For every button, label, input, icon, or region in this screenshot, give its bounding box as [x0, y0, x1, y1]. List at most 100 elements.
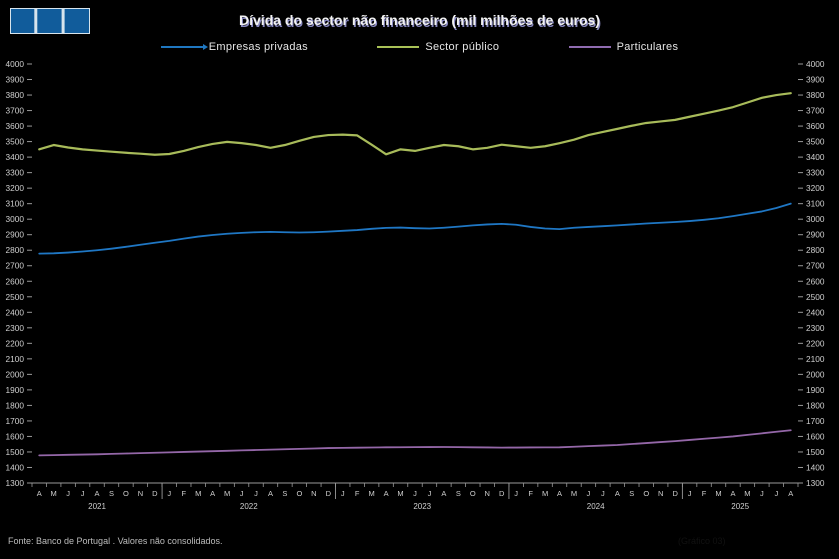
svg-text:S: S	[456, 489, 461, 498]
svg-text:A: A	[268, 489, 273, 498]
svg-text:O: O	[296, 489, 302, 498]
svg-text:J: J	[254, 489, 258, 498]
svg-text:1400: 1400	[6, 462, 25, 472]
svg-text:S: S	[109, 489, 114, 498]
svg-text:J: J	[428, 489, 432, 498]
svg-text:3400: 3400	[806, 152, 825, 162]
svg-text:D: D	[152, 489, 158, 498]
svg-text:3500: 3500	[6, 137, 25, 147]
svg-text:2900: 2900	[806, 230, 825, 240]
svg-text:2700: 2700	[806, 261, 825, 271]
svg-text:3500: 3500	[806, 137, 825, 147]
svg-text:1300: 1300	[806, 478, 825, 488]
svg-text:D: D	[326, 489, 332, 498]
svg-text:2025: 2025	[731, 502, 749, 511]
svg-text:M: M	[397, 489, 403, 498]
svg-text:4000: 4000	[6, 59, 25, 69]
svg-text:2024: 2024	[587, 502, 605, 511]
svg-text:2200: 2200	[806, 338, 825, 348]
svg-text:2600: 2600	[6, 276, 25, 286]
svg-text:2000: 2000	[806, 369, 825, 379]
svg-text:A: A	[788, 489, 793, 498]
svg-text:M: M	[571, 489, 577, 498]
svg-text:J: J	[240, 489, 244, 498]
svg-text:2021: 2021	[88, 502, 106, 511]
svg-text:3900: 3900	[6, 75, 25, 85]
svg-text:S: S	[629, 489, 634, 498]
svg-text:F: F	[355, 489, 360, 498]
svg-text:2700: 2700	[6, 261, 25, 271]
svg-text:1900: 1900	[806, 385, 825, 395]
svg-text:A: A	[615, 489, 620, 498]
svg-text:J: J	[514, 489, 518, 498]
svg-text:1400: 1400	[806, 462, 825, 472]
svg-text:3700: 3700	[6, 106, 25, 116]
svg-text:2023: 2023	[413, 502, 431, 511]
svg-text:2100: 2100	[806, 354, 825, 364]
svg-text:J: J	[601, 489, 605, 498]
svg-text:O: O	[470, 489, 476, 498]
svg-text:2022: 2022	[240, 502, 258, 511]
svg-text:N: N	[485, 489, 490, 498]
svg-text:M: M	[744, 489, 750, 498]
svg-text:J: J	[167, 489, 171, 498]
svg-text:1800: 1800	[6, 400, 25, 410]
svg-text:1700: 1700	[806, 416, 825, 426]
svg-text:1500: 1500	[806, 447, 825, 457]
svg-text:2400: 2400	[6, 307, 25, 317]
svg-text:3600: 3600	[806, 121, 825, 131]
svg-text:3000: 3000	[6, 214, 25, 224]
svg-text:2300: 2300	[806, 323, 825, 333]
svg-text:A: A	[557, 489, 562, 498]
svg-text:1500: 1500	[6, 447, 25, 457]
svg-text:D: D	[499, 489, 505, 498]
svg-text:J: J	[413, 489, 417, 498]
svg-text:2800: 2800	[6, 245, 25, 255]
svg-text:J: J	[66, 489, 70, 498]
svg-text:1900: 1900	[6, 385, 25, 395]
svg-text:3000: 3000	[806, 214, 825, 224]
svg-text:J: J	[760, 489, 764, 498]
svg-text:3600: 3600	[6, 121, 25, 131]
svg-text:3700: 3700	[806, 106, 825, 116]
svg-text:3800: 3800	[806, 90, 825, 100]
svg-text:1800: 1800	[806, 400, 825, 410]
svg-text:2200: 2200	[6, 338, 25, 348]
svg-text:3400: 3400	[6, 152, 25, 162]
svg-text:M: M	[195, 489, 201, 498]
svg-text:3300: 3300	[6, 168, 25, 178]
svg-text:J: J	[81, 489, 85, 498]
svg-text:1600: 1600	[806, 431, 825, 441]
svg-text:1600: 1600	[6, 431, 25, 441]
svg-text:M: M	[51, 489, 57, 498]
svg-text:N: N	[138, 489, 143, 498]
svg-text:2600: 2600	[806, 276, 825, 286]
svg-text:J: J	[587, 489, 591, 498]
svg-text:J: J	[688, 489, 692, 498]
svg-text:2900: 2900	[6, 230, 25, 240]
svg-text:2500: 2500	[806, 292, 825, 302]
svg-text:3200: 3200	[6, 183, 25, 193]
svg-text:M: M	[369, 489, 375, 498]
svg-text:J: J	[341, 489, 345, 498]
svg-text:3100: 3100	[6, 199, 25, 209]
svg-text:M: M	[715, 489, 721, 498]
svg-text:N: N	[311, 489, 316, 498]
svg-text:S: S	[282, 489, 287, 498]
svg-text:A: A	[37, 489, 42, 498]
svg-text:2800: 2800	[806, 245, 825, 255]
svg-text:F: F	[702, 489, 707, 498]
svg-text:D: D	[672, 489, 678, 498]
svg-text:A: A	[95, 489, 100, 498]
svg-text:A: A	[730, 489, 735, 498]
svg-text:F: F	[528, 489, 533, 498]
svg-text:2400: 2400	[806, 307, 825, 317]
svg-text:2000: 2000	[6, 369, 25, 379]
svg-text:A: A	[441, 489, 446, 498]
svg-text:O: O	[123, 489, 129, 498]
svg-text:2300: 2300	[6, 323, 25, 333]
svg-text:1300: 1300	[6, 478, 25, 488]
svg-text:F: F	[181, 489, 186, 498]
svg-text:1700: 1700	[6, 416, 25, 426]
svg-text:M: M	[224, 489, 230, 498]
